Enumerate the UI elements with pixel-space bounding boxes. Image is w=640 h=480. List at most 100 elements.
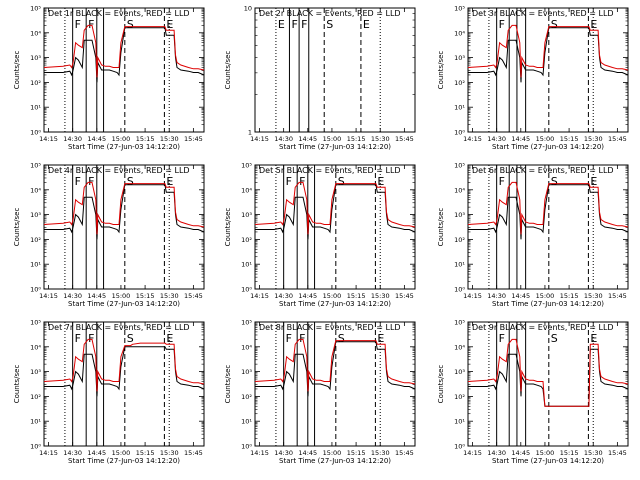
y-tick-label: 10⁵ xyxy=(241,319,252,327)
lld-series-line xyxy=(43,24,205,78)
detector-panel-2: Det 2r BLACK = Events, RED = LLD 14:15 14:… xyxy=(224,5,416,151)
event-marker-label: F xyxy=(75,175,81,188)
x-tick-label: 15:45 xyxy=(608,449,627,457)
x-tick-label: 15:45 xyxy=(395,292,414,300)
x-tick-label: 14:15 xyxy=(39,449,58,457)
y-tick-label: 10¹ xyxy=(454,261,465,269)
y-tick-label: 10² xyxy=(30,393,41,401)
panel-title: Det 8r BLACK = Events, RED = LLD xyxy=(259,323,401,332)
events-series-line xyxy=(468,348,629,407)
x-axis-label: Start Time (27-Jun-03 14:12:20) xyxy=(68,300,180,308)
lld-series-line xyxy=(43,338,205,392)
events-series-line xyxy=(468,184,629,240)
x-axis-label: Start Time (27-Jun-03 14:12:20) xyxy=(492,457,604,465)
event-marker-label: E xyxy=(278,18,285,31)
x-tick-label: 15:00 xyxy=(536,449,555,457)
detector-panel-3: Det 3r BLACK = Events, RED = LLD 14:15 14:… xyxy=(437,5,629,151)
event-marker-label: E xyxy=(377,175,384,188)
x-tick-label: 14:15 xyxy=(250,449,269,457)
x-tick-label: 15:30 xyxy=(160,135,179,143)
x-tick-label: 14:30 xyxy=(274,135,293,143)
y-tick-label: 10⁵ xyxy=(241,162,252,170)
x-tick-label: 14:45 xyxy=(87,292,106,300)
y-tick-label: 10⁴ xyxy=(454,343,465,351)
detector-panel-1: Det 1r BLACK = Events, RED = LLD 14:15 14:… xyxy=(13,5,205,151)
x-tick-label: 14:45 xyxy=(298,135,317,143)
y-tick-label: 10⁰ xyxy=(241,443,252,451)
event-marker-label: F xyxy=(88,175,94,188)
x-tick-label: 14:15 xyxy=(250,292,269,300)
event-marker-label: F xyxy=(499,332,505,345)
events-series-line xyxy=(255,184,416,240)
y-tick-label: 10⁵ xyxy=(454,5,465,13)
x-tick-label: 15:00 xyxy=(112,135,131,143)
detector-panel-5: Det 5r BLACK = Events, RED = LLD 14:15 14:… xyxy=(224,162,416,308)
x-axis-label: Start Time (27-Jun-03 14:12:20) xyxy=(279,457,391,465)
y-axis-label: Counts/sec xyxy=(224,365,232,404)
y-tick-label: 10¹ xyxy=(241,418,252,426)
event-marker-label: S xyxy=(127,175,134,188)
event-marker-label: F xyxy=(299,332,305,345)
x-tick-label: 14:30 xyxy=(274,292,293,300)
y-tick-label: 10³ xyxy=(454,368,465,376)
x-tick-label: 15:00 xyxy=(536,135,555,143)
lld-series-line xyxy=(467,181,629,235)
events-series-line xyxy=(44,346,205,397)
x-tick-label: 14:45 xyxy=(298,292,317,300)
x-tick-label: 14:30 xyxy=(487,449,506,457)
x-tick-label: 15:15 xyxy=(560,449,579,457)
x-tick-label: 15:00 xyxy=(112,449,131,457)
x-tick-label: 14:30 xyxy=(274,449,293,457)
x-tick-label: 15:30 xyxy=(371,449,390,457)
x-tick-label: 15:45 xyxy=(395,449,414,457)
event-marker-label: E xyxy=(590,175,597,188)
y-tick-label: 10⁴ xyxy=(241,343,252,351)
x-tick-label: 14:15 xyxy=(463,292,482,300)
panel-title: Det 7r BLACK = Events, RED = LLD xyxy=(48,323,190,332)
event-marker-label: S xyxy=(338,175,345,188)
event-marker-label: E xyxy=(377,332,384,345)
panel-title: Det 9r BLACK = Events, RED = LLD xyxy=(472,323,614,332)
x-tick-label: 14:30 xyxy=(487,135,506,143)
event-marker-label: S xyxy=(127,18,134,31)
y-tick-label: 10² xyxy=(30,236,41,244)
x-tick-label: 15:00 xyxy=(323,292,342,300)
y-tick-label: 10⁰ xyxy=(30,443,41,451)
event-marker-label: E xyxy=(166,18,173,31)
events-series-line xyxy=(44,184,205,240)
y-tick-label: 10³ xyxy=(30,54,41,62)
x-tick-label: 14:15 xyxy=(250,135,269,143)
x-axis-label: Start Time (27-Jun-03 14:12:20) xyxy=(492,143,604,151)
event-marker-label: F xyxy=(75,332,81,345)
event-marker-label: F xyxy=(499,175,505,188)
events-series-line xyxy=(44,27,205,83)
y-axis-label: Counts/sec xyxy=(13,208,21,247)
y-tick-label: 10¹ xyxy=(30,418,41,426)
y-tick-label: 10⁰ xyxy=(241,286,252,294)
y-tick-label: 10² xyxy=(454,236,465,244)
x-tick-label: 15:30 xyxy=(584,135,603,143)
event-marker-label: F xyxy=(291,18,297,31)
event-marker-label: S xyxy=(338,332,345,345)
y-axis-label: Counts/sec xyxy=(224,51,232,90)
x-tick-label: 14:15 xyxy=(39,292,58,300)
x-tick-label: 15:45 xyxy=(184,292,203,300)
event-marker-label: E xyxy=(363,18,370,31)
y-tick-label: 10³ xyxy=(241,211,252,219)
y-tick-label: 10⁵ xyxy=(30,319,41,327)
lld-series-line xyxy=(254,338,416,392)
x-axis-label: Start Time (27-Jun-03 14:12:20) xyxy=(68,143,180,151)
x-axis-label: Start Time (27-Jun-03 14:12:20) xyxy=(492,300,604,308)
x-tick-label: 14:30 xyxy=(487,292,506,300)
events-series-line xyxy=(468,27,629,83)
event-marker-label: E xyxy=(166,175,173,188)
event-marker-label: S xyxy=(326,18,333,31)
y-tick-label: 10⁰ xyxy=(454,443,465,451)
x-tick-label: 15:45 xyxy=(395,135,414,143)
y-tick-label: 10² xyxy=(30,79,41,87)
x-tick-label: 14:30 xyxy=(63,449,82,457)
x-tick-label: 14:45 xyxy=(87,135,106,143)
x-axis-label: Start Time (27-Jun-03 14:12:20) xyxy=(279,143,391,151)
y-tick-label: 10⁴ xyxy=(30,29,41,37)
